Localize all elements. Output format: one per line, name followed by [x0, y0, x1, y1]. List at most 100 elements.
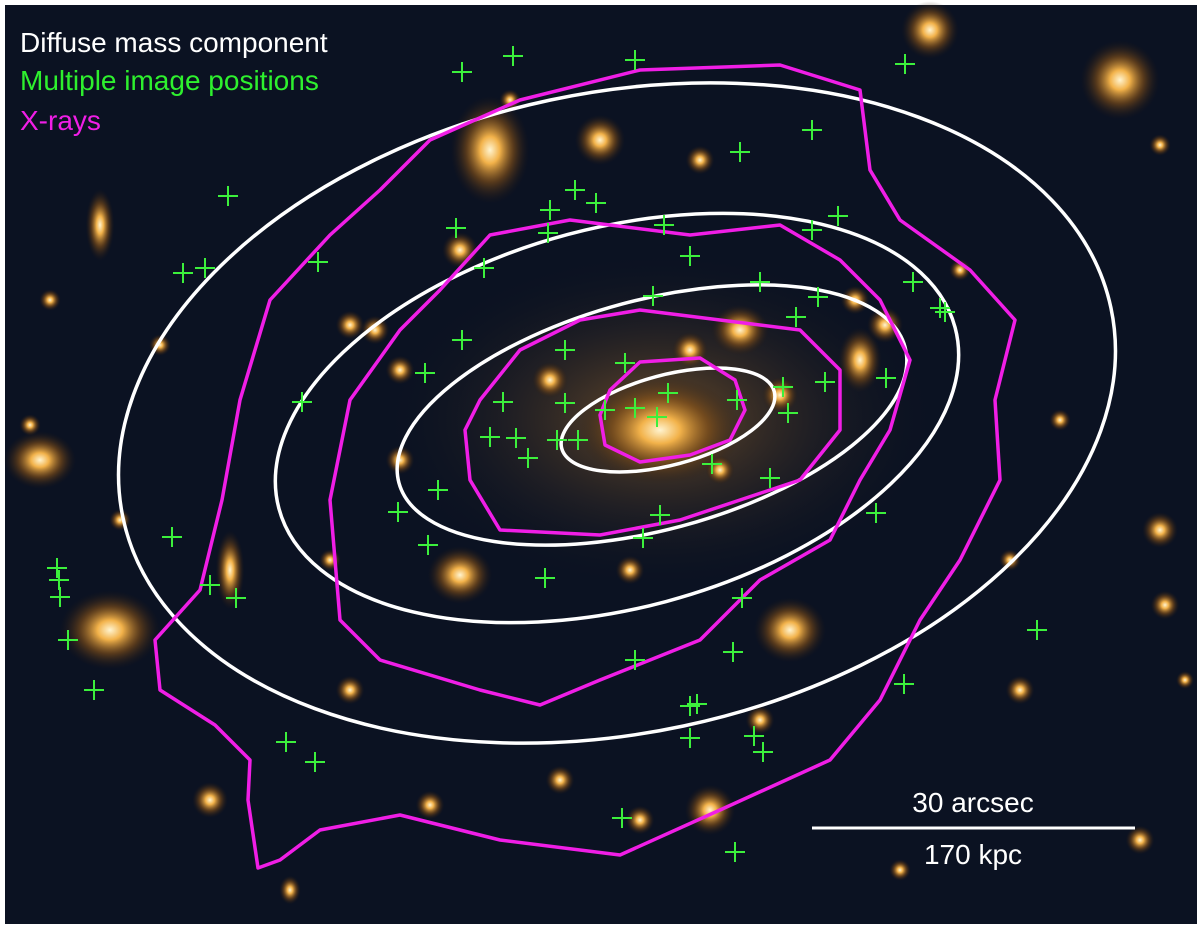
galaxy: [1149, 134, 1171, 156]
mass-contours: [116, 81, 1118, 745]
galaxy: [545, 765, 575, 795]
galaxy: [1005, 675, 1035, 705]
image-cross: [730, 142, 750, 162]
xray-contour: [328, 218, 912, 707]
image-cross: [292, 392, 312, 412]
image-cross: [173, 263, 193, 283]
image-cross: [930, 298, 950, 318]
scale-label: 30 arcsec: [912, 787, 1033, 818]
image-cross: [633, 528, 653, 548]
image-cross: [308, 252, 328, 272]
image-cross: [753, 742, 773, 762]
galaxy: [615, 555, 645, 585]
image-cross: [723, 642, 743, 662]
image-cross: [744, 726, 764, 746]
galaxy: [85, 189, 115, 261]
mass-contour: [559, 366, 777, 474]
galaxy: [39, 289, 61, 311]
image-cross: [555, 340, 575, 360]
galaxy: [1080, 40, 1160, 120]
galaxy: [335, 675, 365, 705]
image-cross: [446, 218, 466, 238]
image-cross: [625, 50, 645, 70]
image-cross: [506, 428, 526, 448]
image-cross: [894, 674, 914, 694]
galaxy: [279, 875, 301, 905]
image-cross: [750, 272, 770, 292]
image-cross: [643, 286, 663, 306]
galaxy: [684, 784, 736, 836]
image-cross: [654, 215, 674, 235]
image-cross: [802, 120, 822, 140]
image-cross: [895, 54, 915, 74]
image-cross: [547, 430, 567, 450]
image-cross: [276, 732, 296, 752]
galaxy: [385, 445, 415, 475]
image-cross: [773, 377, 793, 397]
galaxy: [625, 805, 655, 835]
galaxy: [999, 549, 1021, 571]
galaxy: [574, 114, 626, 166]
galaxy: [319, 549, 341, 571]
galaxy: [59, 590, 161, 670]
image-cross: [503, 46, 523, 66]
galaxy: [901, 1, 959, 59]
image-cross: [778, 403, 798, 423]
xray-contour: [153, 63, 1017, 870]
galaxy: [427, 546, 493, 604]
image-cross: [802, 220, 822, 240]
galaxy: [838, 327, 882, 393]
galaxy: [889, 859, 911, 881]
image-cross: [493, 392, 513, 412]
galaxy: [685, 145, 715, 175]
image-cross: [625, 650, 645, 670]
galaxy: [385, 355, 415, 385]
legend-entry: X-rays: [20, 105, 101, 136]
image-cross: [226, 588, 246, 608]
image-cross: [586, 193, 606, 213]
image-cross: [650, 505, 670, 525]
image-cross: [876, 368, 896, 388]
image-cross: [612, 808, 632, 828]
galaxy: [442, 232, 478, 268]
galaxy: [109, 509, 131, 531]
galaxy: [335, 310, 365, 340]
galaxy: [745, 705, 775, 735]
galaxy: [360, 315, 390, 345]
image-cross: [47, 558, 67, 578]
image-cross: [725, 842, 745, 862]
galaxy: [1125, 825, 1155, 855]
image-cross: [162, 527, 182, 547]
image-cross: [647, 407, 667, 427]
image-cross: [658, 383, 678, 403]
galaxy: [415, 790, 445, 820]
image-cross: [727, 390, 747, 410]
galaxies: [4, 1, 1194, 905]
galaxy: [1142, 512, 1178, 548]
image-cross: [49, 570, 69, 590]
image-cross: [808, 287, 828, 307]
image-cross: [680, 246, 700, 266]
image-cross: [615, 353, 635, 373]
image-cross: [518, 448, 538, 468]
image-cross: [452, 330, 472, 350]
xray-contour: [598, 356, 747, 464]
image-cross: [903, 272, 923, 292]
image-cross: [760, 468, 780, 488]
image-cross: [84, 680, 104, 700]
image-cross: [388, 502, 408, 522]
galaxy: [1150, 590, 1180, 620]
image-cross: [480, 427, 500, 447]
mass-contour: [273, 211, 961, 625]
scale-label: 170 kpc: [924, 839, 1022, 870]
xray-contours: [153, 63, 1017, 870]
image-cross: [680, 728, 700, 748]
image-cross: [625, 398, 645, 418]
legend-entry: Multiple image positions: [20, 65, 319, 96]
legend-entry: Diffuse mass component: [20, 27, 328, 58]
image-positions: [47, 46, 1047, 862]
image-cross: [538, 223, 558, 243]
image-cross: [540, 200, 560, 220]
galaxy: [705, 455, 735, 485]
